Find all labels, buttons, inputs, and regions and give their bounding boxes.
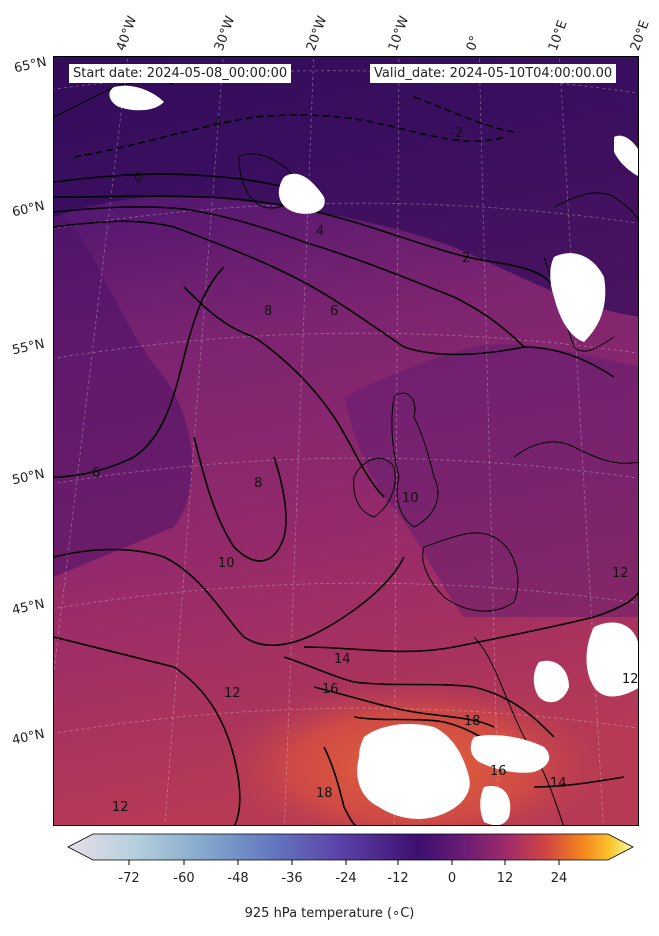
missing-alps (586, 622, 638, 697)
missing-iceland (278, 173, 325, 214)
contour-12-b (303, 591, 638, 653)
contour-label-6-west: 6 (92, 466, 100, 481)
colorbar-tick-label: 12 (496, 871, 514, 886)
colorbar-tick-label: -48 (227, 871, 249, 886)
contour-6 (54, 220, 615, 378)
contour-label-12: 12 (224, 686, 241, 701)
map-panel[interactable]: -2 -4 0 2 4 6 6 8 8 10 10 12 12 12 12 14… (53, 56, 639, 826)
missing-iberia-2 (470, 735, 550, 773)
contour-8-west (193, 436, 287, 562)
start-date-label: Start date: 2024-05-08_00:00:00 (69, 64, 292, 83)
contour-18-b (323, 746, 357, 825)
contour-value-labels: -2 -4 0 2 4 6 6 8 8 10 10 12 12 12 12 14… (92, 116, 639, 815)
colorbar-tick-label: -60 (173, 871, 195, 886)
missing-iberia-3 (480, 786, 511, 825)
contour-label-18: 18 (464, 714, 481, 729)
colorbar-tick-label: 0 (447, 871, 457, 886)
contour-label-4: 4 (316, 224, 324, 239)
missing-norway-1 (550, 253, 606, 342)
contour-2 (54, 195, 555, 288)
contour-10 (54, 548, 405, 647)
contour-label-2: 2 (462, 251, 470, 266)
colorbar-bar (67, 833, 634, 861)
contour-label-12-d: 12 (112, 800, 129, 815)
cold-west-band (54, 207, 193, 577)
missing-data-areas (109, 85, 638, 825)
missing-greenland (109, 85, 164, 111)
temperature-field-map: -2 -4 0 2 4 6 6 8 8 10 10 12 12 12 12 14… (54, 57, 639, 825)
contour-14 (283, 656, 555, 738)
contour-label-16-b: 16 (490, 764, 507, 779)
contour-label-12-c: 12 (622, 672, 639, 687)
colorbar-tick-label: -24 (335, 871, 357, 886)
contour-label-14-b: 14 (550, 776, 567, 791)
cold-north-band (54, 57, 638, 317)
contour-label-6: 6 (330, 304, 338, 319)
contour-12 (54, 636, 241, 825)
contour-0 (54, 173, 285, 188)
contour-label-0: 0 (134, 171, 142, 186)
contour-14-b (533, 776, 625, 788)
contour-minus2-b (413, 96, 515, 133)
contour-lines (54, 96, 638, 825)
contour-label-minus4: -4 (209, 116, 222, 131)
contour-label-8: 8 (264, 304, 272, 319)
missing-norway-2 (614, 135, 638, 176)
contour-label-minus2: -2 (450, 126, 463, 141)
graticule (54, 57, 638, 825)
colorbar-tick-label: -36 (281, 871, 303, 886)
contour-8 (183, 286, 385, 498)
contour-minus2 (73, 114, 505, 158)
contour-label-18-b: 18 (316, 786, 333, 801)
colorbar-tick-label: 24 (550, 871, 568, 886)
contour-label-10: 10 (218, 556, 235, 571)
missing-balkan (533, 660, 569, 703)
contour-label-14: 14 (334, 652, 351, 667)
contour-label-16: 16 (322, 682, 339, 697)
missing-iberia (357, 724, 470, 819)
contour-4 (54, 206, 525, 348)
colorbar-ticks (128, 860, 560, 865)
contour-16 (313, 686, 495, 728)
colorbar-tick-label: -12 (387, 871, 409, 886)
contour-label-8-west: 8 (254, 476, 262, 491)
colorbar-tick-label: -72 (118, 871, 140, 886)
contour-label-10-b: 10 (402, 491, 419, 506)
contour-label-12-b: 12 (612, 566, 629, 581)
europe-land-shade (344, 344, 638, 618)
colorbar-label: 925 hPa temperature (∘C) (244, 906, 415, 921)
valid-date-label: Valid_date: 2024-05-10T04:00:00.00 (370, 64, 617, 83)
